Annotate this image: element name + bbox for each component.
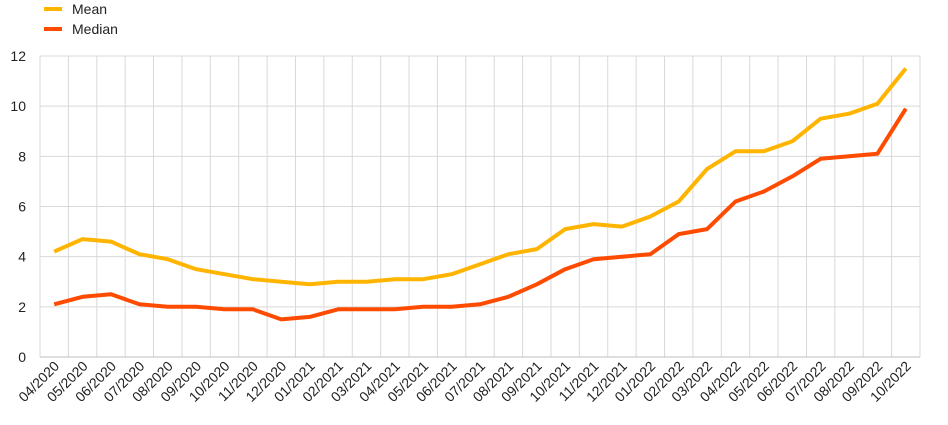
x-axis: 04/202005/202006/202007/202008/202009/20… <box>15 356 920 405</box>
y-tick-label: 6 <box>18 199 26 215</box>
legend-label-mean: Mean <box>72 1 107 17</box>
series-line-median <box>53 107 908 322</box>
grid <box>39 55 921 358</box>
y-tick-label: 2 <box>18 299 26 315</box>
y-tick-label: 8 <box>18 148 26 164</box>
y-axis: 0 2 4 6 8 10 12 <box>10 48 26 365</box>
y-tick-label: 10 <box>10 98 26 114</box>
series-lines <box>53 67 908 322</box>
series-line-mean <box>53 67 908 287</box>
legend-label-median: Median <box>72 21 118 37</box>
legend: Mean Median <box>44 1 118 37</box>
y-tick-label: 4 <box>18 249 26 265</box>
y-tick-label: 12 <box>10 48 26 64</box>
y-tick-label: 0 <box>18 349 26 365</box>
